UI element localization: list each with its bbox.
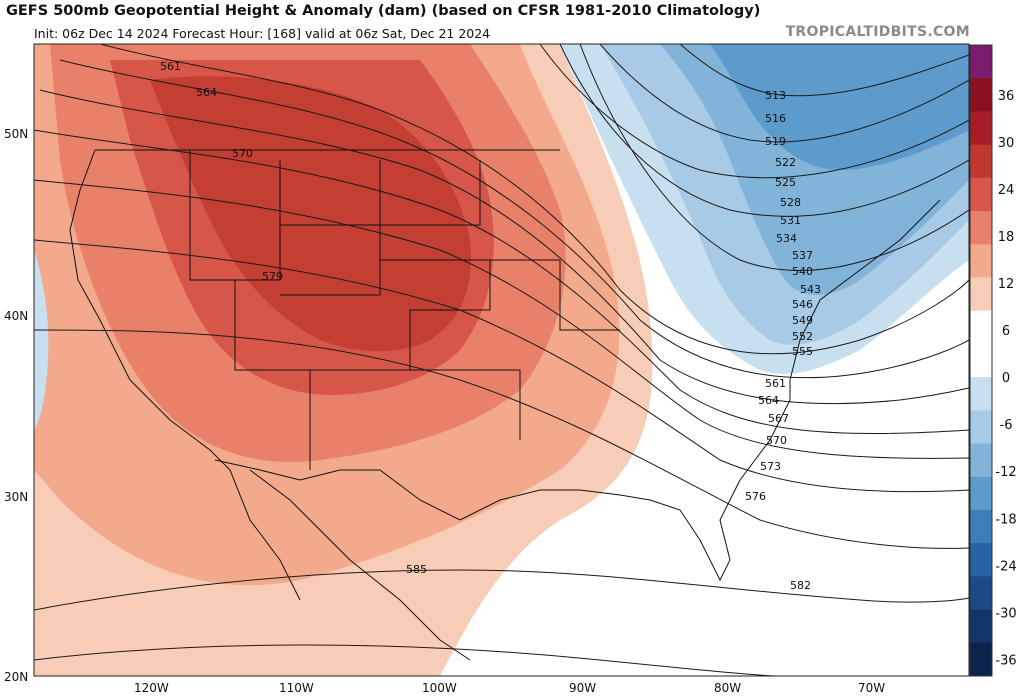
lat-label: 30N <box>4 490 28 504</box>
colorbar-label: 18 <box>998 230 1015 245</box>
contour-label: 549 <box>792 314 813 327</box>
contour-label: 543 <box>800 283 821 296</box>
lon-label: 110W <box>279 681 314 695</box>
contour-label: 573 <box>760 460 781 473</box>
contour-label: 561 <box>160 60 181 73</box>
colorbar-labels: 36 30 24 18 12 6 0 -6 -12 -18 -24 -30 -36 <box>995 89 1016 669</box>
contour-labels: 561 564 570 579 585 513 516 519 522 525 … <box>160 60 821 592</box>
map-frame <box>33 43 970 677</box>
coastlines-and-borders <box>69 149 941 661</box>
contour-label: 516 <box>765 112 786 125</box>
contour-label: 585 <box>406 563 427 576</box>
colorbar-label: -36 <box>995 653 1016 668</box>
longitude-labels: 120W 110W 100W 90W 80W 70W <box>134 681 885 695</box>
colorbar-swatch <box>970 177 992 212</box>
colorbar-swatch <box>970 576 992 611</box>
contour-label: 579 <box>262 270 283 283</box>
colorbar-swatch <box>970 543 992 577</box>
colorbar-label: -18 <box>995 512 1016 527</box>
colorbar-swatch <box>970 144 992 179</box>
contour-label: 564 <box>196 86 217 99</box>
height-contours <box>34 44 969 676</box>
colorbar-swatch <box>970 377 992 411</box>
contour-label: 561 <box>765 377 786 390</box>
contour-label: 570 <box>232 147 253 160</box>
colorbar-swatch <box>970 509 992 544</box>
colorbar-swatch <box>970 476 992 511</box>
colorbar-label: 24 <box>998 183 1015 198</box>
colorbar-swatch <box>970 78 992 112</box>
lon-label: 100W <box>422 681 457 695</box>
colorbar-label: -6 <box>1000 418 1013 433</box>
contour-label: 576 <box>745 490 766 503</box>
lon-label: 120W <box>134 681 169 695</box>
contour-label: 531 <box>780 214 801 227</box>
colorbar-label: 30 <box>998 136 1015 151</box>
contour-label: 519 <box>765 135 786 148</box>
contour-label: 555 <box>792 345 813 358</box>
lon-label: 80W <box>714 681 741 695</box>
contour-label: 522 <box>775 156 796 169</box>
contour-label: 570 <box>766 434 787 447</box>
lon-label: 70W <box>858 681 885 695</box>
contour-label: 582 <box>790 579 811 592</box>
colorbar-frame <box>969 44 993 677</box>
colorbar-swatch <box>970 310 992 345</box>
colorbar-swatch <box>970 244 992 278</box>
contour-label: 564 <box>758 394 779 407</box>
colorbar-label: -12 <box>995 465 1016 480</box>
warm-anomaly-shading <box>34 44 653 676</box>
colorbar-swatch <box>970 410 992 445</box>
colorbar-label: -24 <box>995 559 1016 574</box>
colorbar-label: 6 <box>1002 324 1010 339</box>
lat-label: 20N <box>4 670 28 684</box>
colorbar-label: 36 <box>998 89 1015 104</box>
colorbar-swatch <box>970 111 992 146</box>
colorbar-label: -30 <box>995 606 1016 621</box>
colorbar-swatch <box>970 642 992 677</box>
contour-label: 567 <box>768 412 789 425</box>
colorbar-swatch <box>970 277 992 312</box>
colorbar-swatch <box>970 343 992 378</box>
colorbar-swatch <box>970 443 992 478</box>
contour-label: 546 <box>792 298 813 311</box>
latitude-labels: 50N 40N 30N 20N <box>4 127 28 684</box>
contour-label: 534 <box>776 232 797 245</box>
colorbar-swatch <box>970 45 992 79</box>
colorbar-swatch <box>970 609 992 644</box>
contour-label: 552 <box>792 330 813 343</box>
contour-label: 513 <box>765 89 786 102</box>
lon-label: 90W <box>569 681 596 695</box>
contour-label: 540 <box>792 265 813 278</box>
map-subtitle: Init: 06z Dec 14 2024 Forecast Hour: [16… <box>34 26 491 41</box>
contour-label: 537 <box>792 249 813 262</box>
colorbar-swatch <box>970 211 992 245</box>
colorbar-label: 12 <box>998 277 1015 292</box>
anomaly-colorbar <box>969 44 993 677</box>
contour-label: 528 <box>780 196 801 209</box>
site-watermark: TROPICALTIDBITS.COM <box>785 24 970 40</box>
lat-label: 40N <box>4 309 28 323</box>
contour-label: 525 <box>775 176 796 189</box>
lat-label: 50N <box>4 127 28 141</box>
colorbar-label: 0 <box>1002 371 1010 386</box>
map-title: GEFS 500mb Geopotential Height & Anomaly… <box>6 3 761 19</box>
